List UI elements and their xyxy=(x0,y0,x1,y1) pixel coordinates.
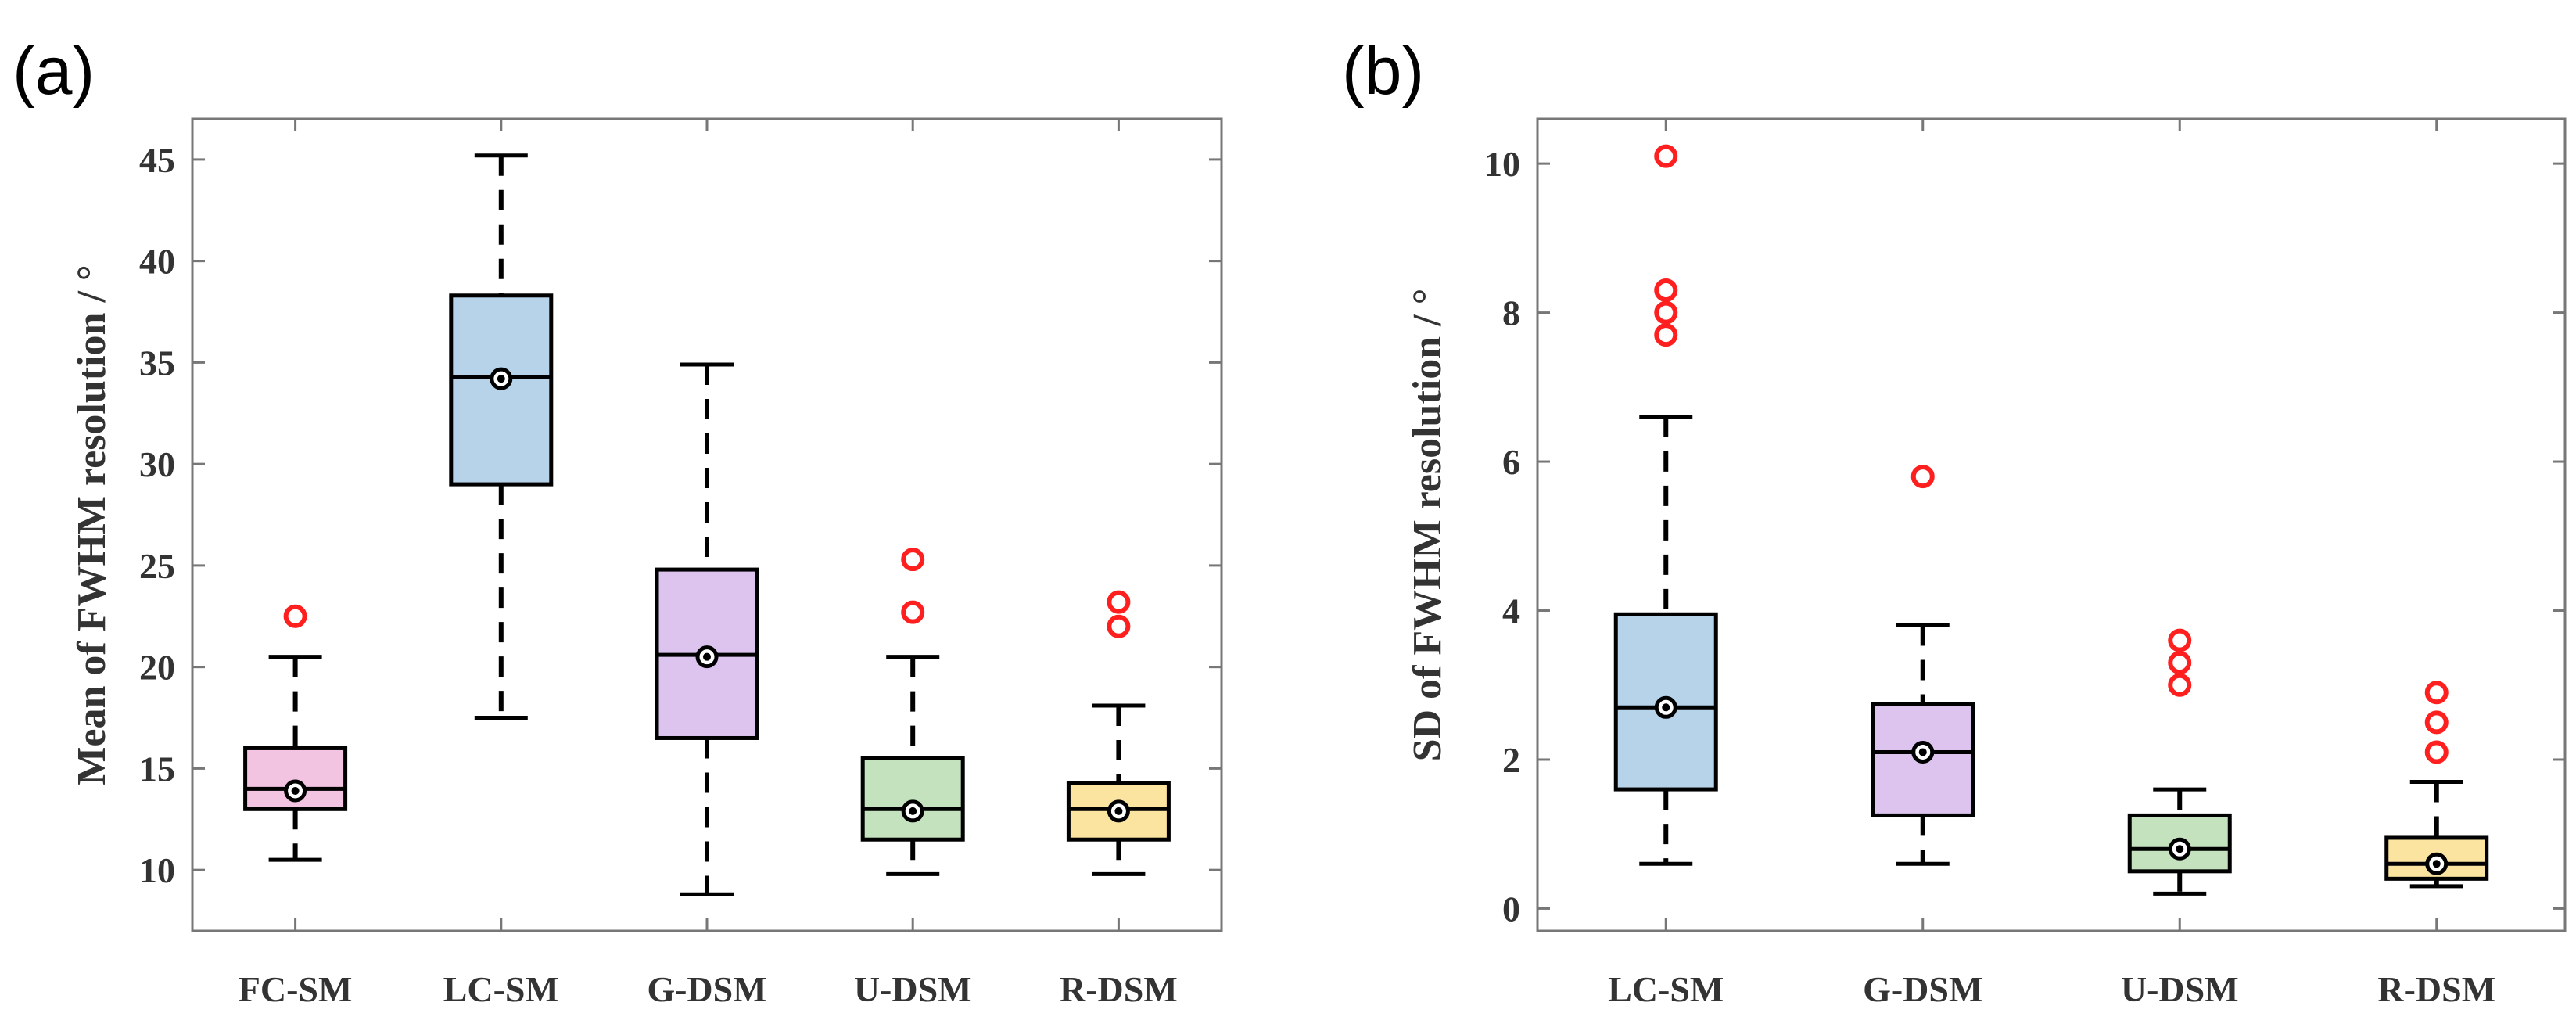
box-lc-sm xyxy=(1613,144,1718,866)
mean-marker-dot xyxy=(1114,807,1123,815)
y-tick-label: 30 xyxy=(139,444,175,484)
outlier-point xyxy=(1654,300,1678,325)
x-category-label: G-DSM xyxy=(1863,969,1982,1009)
mean-marker-dot xyxy=(909,807,917,815)
y-axis-title: SD of FWHM resolution / ° xyxy=(1405,289,1450,762)
y-tick-label: 10 xyxy=(139,850,175,890)
x-category-label: LC-SM xyxy=(1608,969,1724,1009)
mean-marker-dot xyxy=(2432,860,2441,868)
box-g-dsm xyxy=(655,362,759,896)
outlier-point xyxy=(2424,740,2449,764)
outlier-point xyxy=(2424,710,2449,735)
box-r-dsm xyxy=(2384,681,2489,889)
mean-marker-dot xyxy=(2176,845,2184,853)
y-tick-label: 10 xyxy=(1484,144,1520,184)
plot-area-frame xyxy=(191,117,1223,932)
mean-marker-dot xyxy=(1662,703,1670,712)
y-tick-label: 25 xyxy=(139,546,175,586)
x-category-label: G-DSM xyxy=(647,969,766,1009)
y-tick-label: 45 xyxy=(139,140,175,180)
x-category-label: R-DSM xyxy=(2377,969,2495,1009)
outlier-point xyxy=(283,604,307,628)
y-tick-label: 2 xyxy=(1502,740,1520,780)
y-tick-label: 40 xyxy=(139,242,175,282)
box-r-dsm xyxy=(1066,590,1171,876)
outlier-point xyxy=(2168,628,2192,652)
outlier-point xyxy=(2168,651,2192,675)
y-tick-label: 20 xyxy=(139,648,175,688)
y-tick-label: 8 xyxy=(1502,293,1520,333)
iqr-box xyxy=(2127,813,2232,874)
box-lc-sm xyxy=(449,153,554,720)
mean-marker-dot xyxy=(291,786,300,795)
x-category-label: FC-SM xyxy=(239,969,353,1009)
box-u-dsm xyxy=(2127,628,2232,896)
mean-marker-dot xyxy=(497,375,505,383)
plot-area-frame xyxy=(1536,117,2567,932)
panel-label: (a) xyxy=(13,34,95,109)
outlier-point xyxy=(1910,465,1935,489)
box-g-dsm xyxy=(1871,465,1975,866)
outlier-point xyxy=(2424,681,2449,705)
y-axis-title: Mean of FWHM resolution / ° xyxy=(70,264,114,785)
outlier-point xyxy=(901,548,925,572)
panel-label: (b) xyxy=(1342,34,1424,109)
box-fc-sm xyxy=(243,604,348,862)
outlier-point xyxy=(2168,673,2192,697)
mean-marker-dot xyxy=(703,652,711,661)
outlier-point xyxy=(901,600,925,624)
y-tick-label: 0 xyxy=(1502,889,1520,929)
outlier-point xyxy=(1654,323,1678,347)
y-tick-label: 4 xyxy=(1502,591,1520,631)
outlier-point xyxy=(1107,614,1131,638)
x-category-label: U-DSM xyxy=(854,969,972,1009)
y-tick-label: 35 xyxy=(139,343,175,383)
y-tick-label: 6 xyxy=(1502,442,1520,482)
x-category-label: U-DSM xyxy=(2121,969,2239,1009)
x-category-label: R-DSM xyxy=(1060,969,1178,1009)
outlier-point xyxy=(1107,590,1131,614)
x-category-label: LC-SM xyxy=(443,969,559,1009)
mean-marker-dot xyxy=(1918,748,1927,756)
outlier-point xyxy=(1654,144,1678,168)
panel-a-chart: (a) 10 15 20 25 30 35 40 45 FC-SM LC-SM G-DSM U-DSM R… xyxy=(13,34,1223,1009)
box-u-dsm xyxy=(860,548,965,876)
outlier-point xyxy=(1654,278,1678,303)
iqr-box xyxy=(860,756,965,842)
y-tick-label: 15 xyxy=(139,749,175,789)
panel-b-chart: (b) 0 2 4 6 8 10 LC-SM G-DSM U-DSM R-DSM SD of FWHM… xyxy=(1342,34,2567,1009)
